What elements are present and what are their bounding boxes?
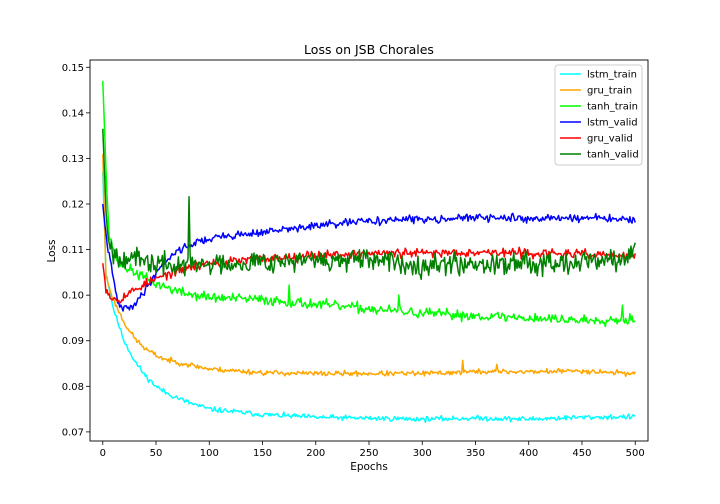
y-tick-label: 0.09 xyxy=(62,336,84,347)
y-axis-label: Loss xyxy=(46,239,58,262)
series-line-tanh-valid xyxy=(102,128,636,281)
y-tick-label: 0.12 xyxy=(62,200,84,211)
series-layer xyxy=(102,80,636,424)
legend-label-lstm-valid: lstm_valid xyxy=(587,118,638,129)
series-line-gru-valid xyxy=(102,246,636,304)
x-tick-label: 400 xyxy=(519,448,538,459)
x-tick-label: 250 xyxy=(359,448,378,459)
legend-label-tanh-train: tanh_train xyxy=(587,102,638,113)
series-line-gru-train xyxy=(102,153,636,378)
x-axis: 0 50 100 150 200 250 300 350 400 450 500 xyxy=(100,441,645,459)
x-tick-label: 50 xyxy=(150,448,163,459)
x-tick-label: 200 xyxy=(306,448,325,459)
y-tick-label: 0.13 xyxy=(62,154,84,165)
y-tick-label: 0.07 xyxy=(62,427,84,438)
legend-label-tanh-valid: tanh_valid xyxy=(587,150,639,161)
x-tick-label: 450 xyxy=(572,448,591,459)
x-tick-label: 500 xyxy=(626,448,645,459)
y-tick-label: 0.14 xyxy=(62,108,84,119)
chart-title: Loss on JSB Chorales xyxy=(304,42,434,57)
x-tick-label: 100 xyxy=(200,448,219,459)
legend-label-gru-train: gru_train xyxy=(587,86,632,97)
y-tick-label: 0.10 xyxy=(62,291,84,302)
x-axis-label: Epochs xyxy=(350,461,388,473)
series-line-lstm-valid xyxy=(102,203,636,312)
legend: lstm_train gru_train tanh_train lstm_validg… xyxy=(554,64,643,166)
series-line-lstm-train xyxy=(102,172,636,424)
x-tick-label: 300 xyxy=(413,448,432,459)
y-tick-label: 0.08 xyxy=(62,382,84,393)
y-tick-label: 0.11 xyxy=(62,245,84,256)
series-line-tanh-train xyxy=(102,80,636,328)
x-tick-label: 0 xyxy=(100,448,106,459)
x-tick-label: 150 xyxy=(253,448,272,459)
y-axis: 0.07 0.08 0.09 0.10 0.11 0.12 0.13 0.14 0.15 xyxy=(62,63,90,438)
legend-label-lstm-train: lstm_train xyxy=(587,70,637,81)
x-tick-label: 350 xyxy=(466,448,485,459)
y-tick-label: 0.15 xyxy=(62,63,84,74)
legend-label-gru-valid: gru_valid xyxy=(587,134,633,145)
